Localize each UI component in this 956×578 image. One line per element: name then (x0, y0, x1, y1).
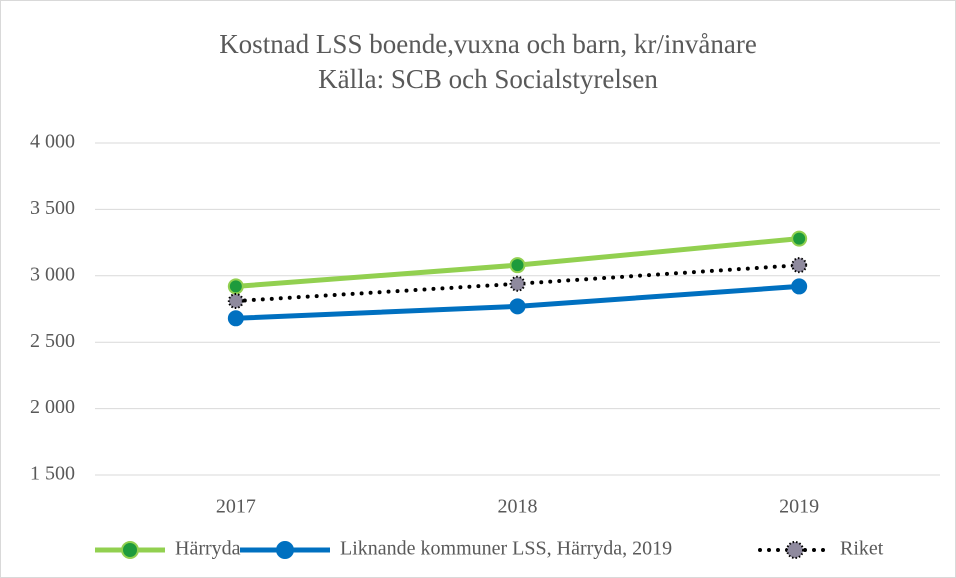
point (227, 293, 244, 310)
chart-subtitle: Källa: SCB och Socialstyrelsen (318, 64, 658, 94)
y-tick-label: 4 000 (30, 131, 75, 153)
legend-label: Liknande kommuner LSS, Härryda, 2019 (340, 538, 672, 560)
point (227, 278, 244, 295)
y-tick-label: 2 500 (30, 330, 75, 352)
point (121, 541, 139, 559)
point (786, 541, 804, 559)
point (791, 257, 808, 274)
point (509, 275, 526, 292)
y-tick-label: 3 500 (30, 197, 75, 219)
x-tick-label: 2017 (216, 496, 256, 518)
point (276, 541, 294, 559)
legend-label: Härryda (175, 538, 241, 560)
chart-title: Kostnad LSS boende,vuxna och barn, kr/in… (219, 29, 757, 59)
point (227, 310, 244, 327)
point (509, 257, 526, 274)
y-tick-label: 2 000 (30, 396, 75, 418)
point (791, 278, 808, 295)
y-tick-label: 1 500 (30, 463, 75, 485)
point (509, 298, 526, 315)
x-tick-label: 2018 (498, 496, 538, 518)
point (791, 230, 808, 247)
x-tick-label: 2019 (779, 496, 819, 518)
legend-label: Riket (840, 538, 884, 560)
y-tick-label: 3 000 (30, 263, 75, 285)
